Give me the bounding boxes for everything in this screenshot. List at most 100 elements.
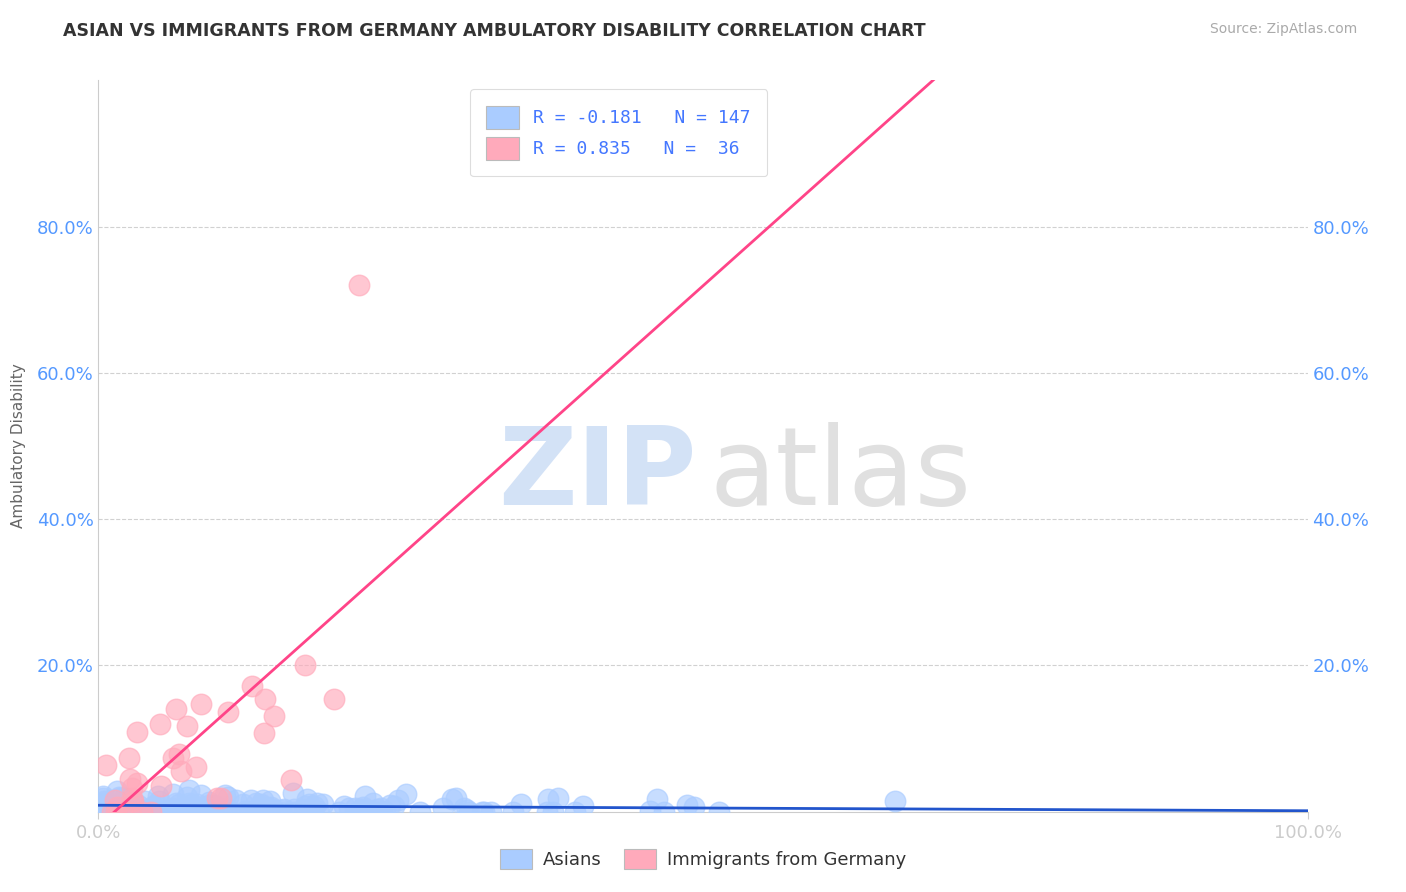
Point bbox=[104, 793, 127, 807]
Point bbox=[294, 799, 316, 814]
Point bbox=[253, 805, 276, 819]
Point bbox=[134, 793, 156, 807]
Point bbox=[262, 802, 284, 816]
Point bbox=[380, 798, 402, 813]
Point bbox=[89, 799, 111, 814]
Point bbox=[209, 790, 232, 805]
Point bbox=[298, 797, 321, 811]
Point bbox=[676, 797, 699, 812]
Point bbox=[217, 706, 239, 720]
Point bbox=[94, 805, 117, 819]
Point bbox=[368, 805, 391, 819]
Text: ZIP: ZIP bbox=[499, 422, 697, 528]
Legend: Asians, Immigrants from Germany: Asians, Immigrants from Germany bbox=[491, 839, 915, 879]
Point bbox=[232, 797, 254, 811]
Point bbox=[177, 783, 200, 797]
Point bbox=[215, 801, 238, 815]
Point bbox=[242, 804, 264, 818]
Point bbox=[131, 805, 153, 819]
Text: atlas: atlas bbox=[709, 422, 972, 528]
Point bbox=[149, 805, 172, 819]
Point bbox=[97, 805, 120, 819]
Point bbox=[198, 797, 221, 812]
Point bbox=[110, 791, 132, 805]
Point bbox=[139, 805, 162, 819]
Point bbox=[201, 799, 224, 814]
Point bbox=[98, 802, 121, 816]
Point bbox=[114, 794, 136, 808]
Point bbox=[363, 805, 385, 819]
Point bbox=[250, 800, 273, 814]
Point bbox=[366, 801, 388, 815]
Point bbox=[112, 805, 135, 819]
Point bbox=[212, 805, 235, 819]
Point bbox=[536, 805, 558, 819]
Point bbox=[205, 791, 228, 805]
Point bbox=[370, 800, 392, 814]
Point bbox=[354, 805, 377, 819]
Point bbox=[172, 805, 194, 819]
Point bbox=[121, 805, 143, 819]
Point bbox=[176, 790, 198, 805]
Point bbox=[453, 801, 475, 815]
Point bbox=[91, 789, 114, 804]
Point bbox=[89, 805, 111, 819]
Point bbox=[105, 783, 128, 797]
Point bbox=[387, 793, 409, 807]
Point bbox=[190, 789, 212, 803]
Point bbox=[225, 793, 247, 807]
Point bbox=[107, 804, 129, 818]
Point bbox=[148, 794, 170, 808]
Point bbox=[190, 697, 212, 711]
Point bbox=[121, 791, 143, 805]
Point bbox=[146, 789, 169, 804]
Point bbox=[176, 719, 198, 733]
Point bbox=[645, 792, 668, 806]
Point bbox=[159, 802, 181, 816]
Point bbox=[233, 804, 256, 818]
Point bbox=[304, 799, 326, 814]
Point bbox=[94, 797, 117, 811]
Point bbox=[564, 805, 586, 819]
Point bbox=[239, 793, 262, 807]
Point bbox=[121, 794, 143, 808]
Text: ASIAN VS IMMIGRANTS FROM GERMANY AMBULATORY DISABILITY CORRELATION CHART: ASIAN VS IMMIGRANTS FROM GERMANY AMBULAT… bbox=[63, 22, 927, 40]
Point bbox=[162, 751, 184, 765]
Point bbox=[202, 798, 225, 813]
Point bbox=[502, 805, 524, 819]
Point bbox=[165, 701, 187, 715]
Point bbox=[118, 751, 141, 765]
Point bbox=[245, 805, 267, 819]
Point bbox=[104, 799, 127, 814]
Point bbox=[328, 805, 350, 819]
Point bbox=[273, 802, 295, 816]
Point bbox=[125, 776, 148, 790]
Point bbox=[91, 791, 114, 805]
Point bbox=[572, 799, 595, 814]
Point bbox=[294, 658, 316, 673]
Point bbox=[884, 794, 907, 808]
Point bbox=[103, 805, 125, 819]
Point bbox=[96, 758, 118, 772]
Point bbox=[263, 709, 285, 723]
Point bbox=[101, 805, 124, 819]
Point bbox=[283, 805, 305, 819]
Point bbox=[682, 799, 704, 814]
Point bbox=[157, 803, 180, 817]
Point bbox=[149, 716, 172, 731]
Point bbox=[114, 801, 136, 815]
Point bbox=[252, 725, 274, 739]
Point bbox=[157, 804, 180, 818]
Point bbox=[456, 803, 478, 817]
Point bbox=[333, 799, 356, 814]
Point bbox=[537, 792, 560, 806]
Point bbox=[198, 795, 221, 809]
Point bbox=[165, 796, 187, 810]
Point bbox=[93, 794, 115, 808]
Point bbox=[111, 805, 134, 819]
Point bbox=[444, 791, 467, 805]
Point bbox=[176, 803, 198, 817]
Point bbox=[127, 798, 149, 813]
Point bbox=[479, 805, 502, 819]
Point bbox=[101, 798, 124, 813]
